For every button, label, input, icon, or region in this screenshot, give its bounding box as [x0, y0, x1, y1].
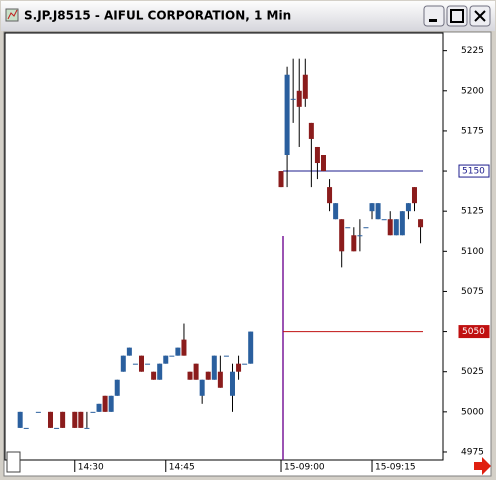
y-tick-label: 5025	[461, 367, 484, 377]
minimize-button[interactable]	[423, 5, 445, 27]
candle-body	[393, 219, 399, 236]
candle-body	[381, 219, 387, 221]
candle-body	[363, 227, 369, 229]
candle-body	[169, 355, 175, 357]
candle-body	[163, 355, 169, 364]
candle-body	[308, 122, 314, 139]
candle-body	[120, 355, 126, 372]
candle-body	[217, 371, 223, 388]
x-tick-label: 14:45	[169, 463, 195, 473]
candle-body	[327, 187, 333, 204]
candle-body	[114, 379, 120, 396]
candle-body	[320, 155, 326, 172]
candle-body	[345, 227, 351, 229]
candle-body	[284, 74, 290, 155]
maximize-icon	[450, 9, 464, 23]
candle-body	[411, 187, 417, 204]
candle-body	[296, 90, 302, 107]
candle-body	[339, 219, 345, 252]
candle-body	[278, 171, 284, 188]
x-tick-label: 15-09:00	[284, 463, 325, 473]
candle-body	[96, 403, 102, 412]
candle-body	[175, 347, 181, 356]
level-label: 5150	[462, 167, 485, 177]
y-tick-label: 5100	[461, 247, 484, 257]
candle-body	[399, 211, 405, 236]
x-tick-label: 14:30	[78, 463, 104, 473]
y-tick-label: 4975	[461, 447, 484, 457]
candle-body	[229, 371, 235, 396]
minimize-icon	[429, 19, 437, 22]
candle-body	[138, 355, 144, 372]
candle-body	[242, 363, 248, 365]
candle-body	[90, 411, 96, 413]
candle-body	[199, 379, 205, 396]
candle-body	[108, 395, 114, 412]
candle-body	[151, 371, 157, 380]
y-tick-label: 5125	[461, 207, 484, 217]
candle-body	[302, 74, 308, 99]
candle-body	[35, 411, 41, 413]
candle-body	[369, 203, 375, 212]
level-tag	[458, 164, 490, 178]
y-tick-label: 5000	[461, 407, 484, 417]
candle-body	[387, 219, 393, 236]
candle-body	[72, 411, 78, 428]
candle-body	[290, 98, 296, 100]
candle-body	[47, 411, 53, 428]
candle-body	[54, 427, 60, 429]
candle-body	[211, 355, 217, 380]
candle-body	[405, 203, 411, 212]
candle-body	[357, 235, 363, 237]
candle-body	[205, 371, 211, 380]
level-tag	[458, 325, 490, 339]
candle-body	[236, 363, 242, 372]
candle-body	[193, 363, 199, 380]
window-title: S.JP.J8515 - AIFUL CORPORATION, 1 Min	[24, 9, 291, 23]
scroll-box[interactable]	[6, 451, 21, 473]
candle-body	[60, 411, 66, 428]
candle-body	[333, 203, 339, 220]
candle-body	[102, 395, 108, 412]
y-tick-label: 5175	[461, 126, 484, 136]
close-icon	[474, 10, 486, 22]
candle-body	[375, 203, 381, 220]
candle-body	[187, 371, 193, 380]
candle-body	[145, 363, 151, 365]
plot-area	[4, 32, 444, 461]
level-label: 5050	[462, 327, 485, 337]
x-tick-label: 15-09:15	[375, 463, 416, 473]
y-tick-label: 5225	[461, 46, 484, 56]
candle-body	[181, 339, 187, 356]
window-buttons[interactable]	[423, 5, 491, 27]
window-icon-line	[7, 9, 18, 20]
candle-body	[248, 331, 254, 364]
candle-body	[157, 363, 163, 380]
candle-body	[126, 347, 132, 356]
y-tick-label: 5075	[461, 287, 484, 297]
candle-body	[17, 411, 23, 428]
candle-body	[418, 219, 424, 228]
title-bar	[1, 1, 495, 31]
candle-body	[132, 363, 138, 365]
scroll-arrow[interactable]	[474, 457, 491, 475]
candle-body	[223, 355, 229, 357]
candle-body	[314, 146, 320, 164]
candle-body	[84, 427, 90, 429]
y-tick-label: 5200	[461, 86, 484, 96]
candle-body	[78, 411, 84, 428]
candle-body	[351, 235, 357, 252]
candle-body	[23, 427, 29, 429]
